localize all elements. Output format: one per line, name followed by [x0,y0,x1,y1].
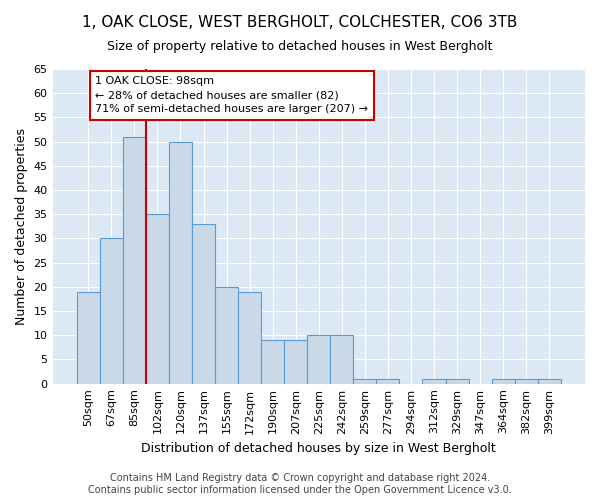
Bar [446,379,469,384]
Bar [146,214,169,384]
Bar [169,142,192,384]
Bar [261,340,284,384]
Bar [238,292,261,384]
Bar [376,379,400,384]
X-axis label: Distribution of detached houses by size in West Bergholt: Distribution of detached houses by size … [142,442,496,455]
Y-axis label: Number of detached properties: Number of detached properties [15,128,28,325]
Bar [330,336,353,384]
Bar [192,224,215,384]
Text: Size of property relative to detached houses in West Bergholt: Size of property relative to detached ho… [107,40,493,53]
Bar [515,379,538,384]
Bar [307,336,330,384]
Bar [353,379,376,384]
Bar [284,340,307,384]
Bar [123,137,146,384]
Text: Contains HM Land Registry data © Crown copyright and database right 2024.
Contai: Contains HM Land Registry data © Crown c… [88,474,512,495]
Bar [491,379,515,384]
Bar [422,379,446,384]
Bar [538,379,561,384]
Bar [100,238,123,384]
Bar [215,287,238,384]
Text: 1, OAK CLOSE, WEST BERGHOLT, COLCHESTER, CO6 3TB: 1, OAK CLOSE, WEST BERGHOLT, COLCHESTER,… [82,15,518,30]
Text: 1 OAK CLOSE: 98sqm
← 28% of detached houses are smaller (82)
71% of semi-detache: 1 OAK CLOSE: 98sqm ← 28% of detached hou… [95,76,368,114]
Bar [77,292,100,384]
